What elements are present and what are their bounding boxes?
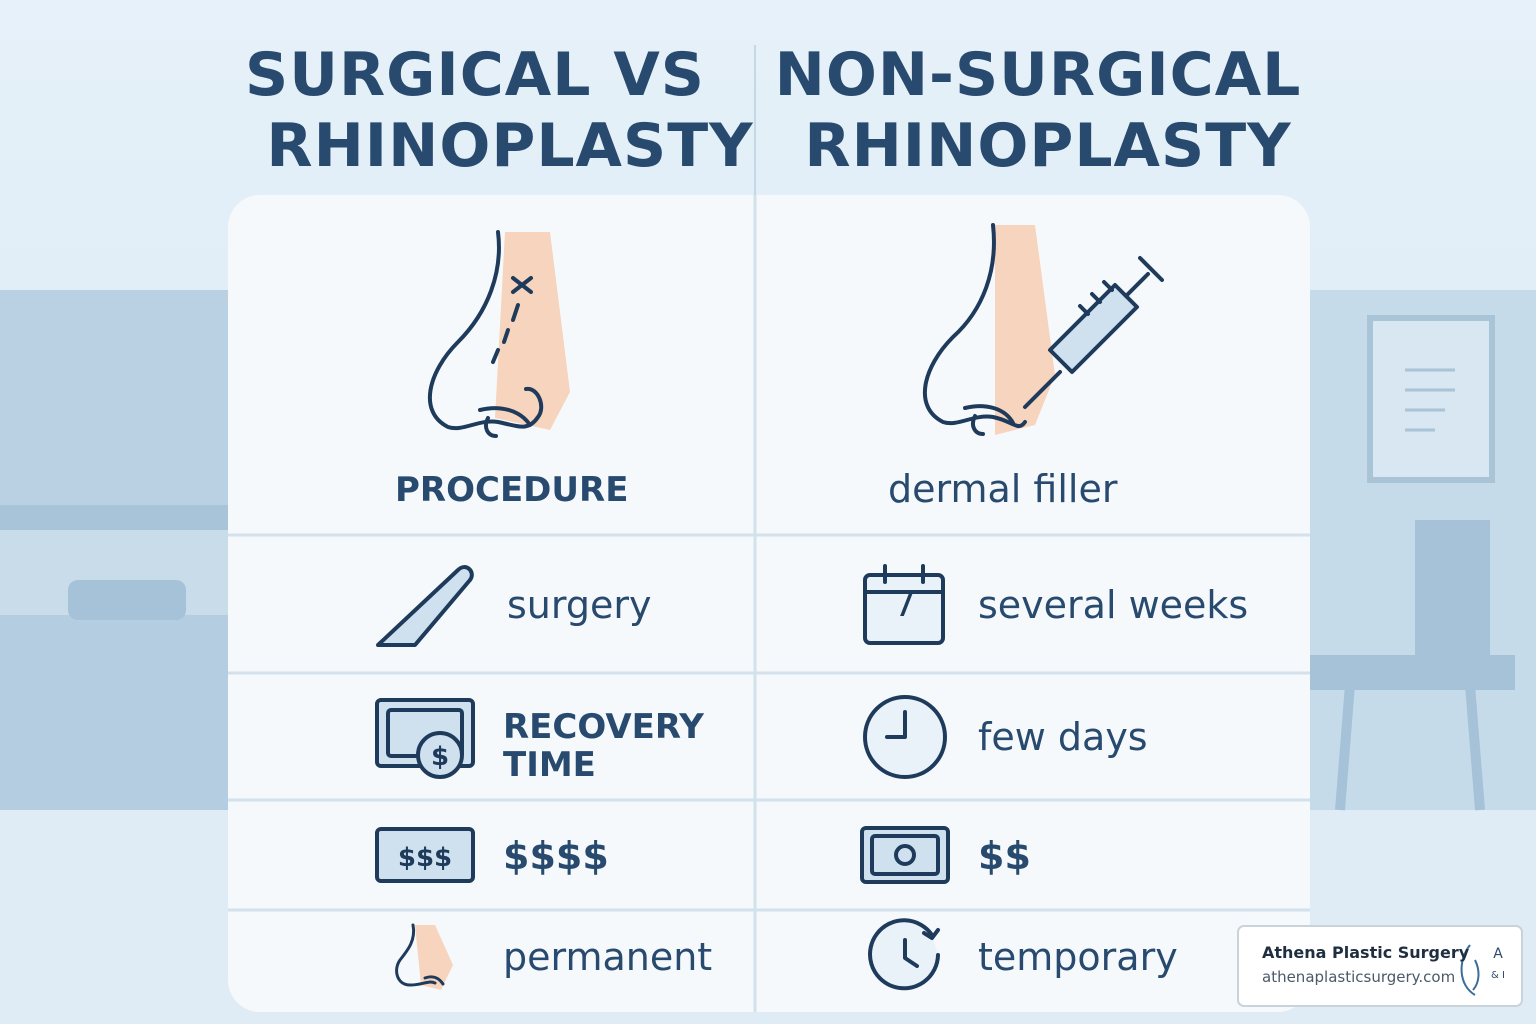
cabinet <box>0 290 230 530</box>
title-line: RHINOPLASTY <box>266 111 754 181</box>
cell: permanent <box>503 935 713 979</box>
incision-marks <box>491 276 533 364</box>
badge-logo <box>1460 944 1480 996</box>
grid-lines <box>228 195 1310 1012</box>
title-line: RHINOPLASTY <box>804 111 1292 181</box>
desk <box>0 615 230 810</box>
cell: $$ <box>978 834 1031 878</box>
badge-url: athenaplasticsurgery.com <box>1262 968 1456 986</box>
nose-outline <box>428 230 544 431</box>
cell: several weeks <box>978 583 1249 627</box>
nose-outline <box>923 223 1027 428</box>
syringe <box>1023 256 1164 409</box>
cell: temporary <box>978 935 1178 979</box>
cell: $$$$ <box>503 834 609 878</box>
scalpel-icon <box>376 565 474 647</box>
badge <box>1237 925 1523 1007</box>
bill-label: $$$ <box>398 843 452 873</box>
frame <box>1367 315 1495 483</box>
bill-icon <box>375 827 475 883</box>
cell: PROCEDURE <box>395 470 629 510</box>
coin-sign: $ <box>431 742 449 772</box>
frame-lines <box>1405 368 1455 432</box>
bill-icon <box>860 826 950 884</box>
small-nose <box>395 923 445 987</box>
cell: RECOVERY TIME <box>503 707 704 785</box>
nostril <box>963 404 1015 436</box>
nose-skin <box>415 925 453 990</box>
title-line: SURGICAL VS <box>245 40 705 110</box>
logo-text: A <box>1493 946 1503 962</box>
title-line: NON-SURGICAL <box>774 40 1302 110</box>
clock-icon <box>863 695 947 779</box>
cabinet-top <box>0 505 230 530</box>
nose-skin <box>995 225 1055 435</box>
money-coin-icon <box>375 698 475 779</box>
nose-skin <box>495 232 570 430</box>
calendar-icon <box>863 564 945 645</box>
cell: surgery <box>507 583 652 627</box>
cell: dermal filler <box>888 467 1118 511</box>
logo-text: & I <box>1491 970 1505 981</box>
nostril <box>478 406 532 438</box>
temporary-clock-icon <box>868 918 940 991</box>
chair-back <box>1415 520 1490 660</box>
desk-chair <box>68 580 186 620</box>
cell: few days <box>978 715 1148 759</box>
calendar-day: 7 <box>894 584 917 625</box>
badge-name: Athena Plastic Surgery <box>1262 943 1470 962</box>
